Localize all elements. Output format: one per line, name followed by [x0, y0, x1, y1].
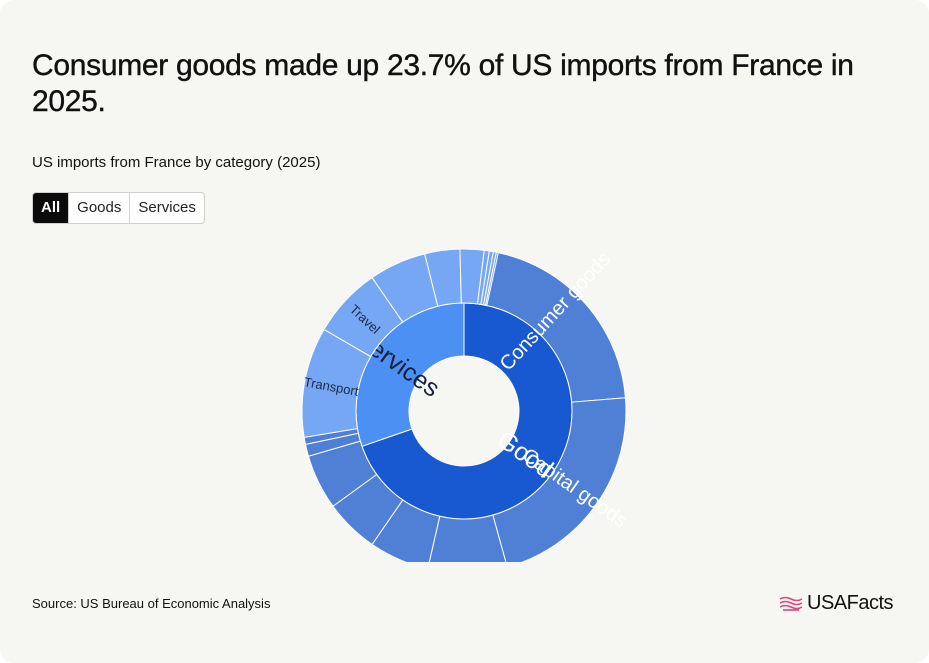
brand-name: USAFacts — [807, 592, 894, 614]
outer-segment-2[interactable] — [428, 514, 508, 573]
outer-segment-16[interactable] — [484, 251, 499, 307]
source-note: Source: US Bureau of Economic Analysis — [32, 596, 271, 611]
category-tabs: All Goods Services — [32, 192, 205, 224]
tab-goods[interactable]: Goods — [68, 193, 129, 223]
page-title: Consumer goods made up 23.7% of US impor… — [32, 49, 854, 118]
chart-subtitle: US imports from France by category (2025… — [32, 154, 321, 171]
tab-services[interactable]: Services — [129, 193, 204, 223]
brand-logo[interactable]: USAFacts — [779, 592, 894, 615]
flag-icon — [779, 596, 803, 611]
tab-all[interactable]: All — [33, 193, 69, 223]
outer-segment-capital-goods[interactable] — [492, 397, 627, 567]
